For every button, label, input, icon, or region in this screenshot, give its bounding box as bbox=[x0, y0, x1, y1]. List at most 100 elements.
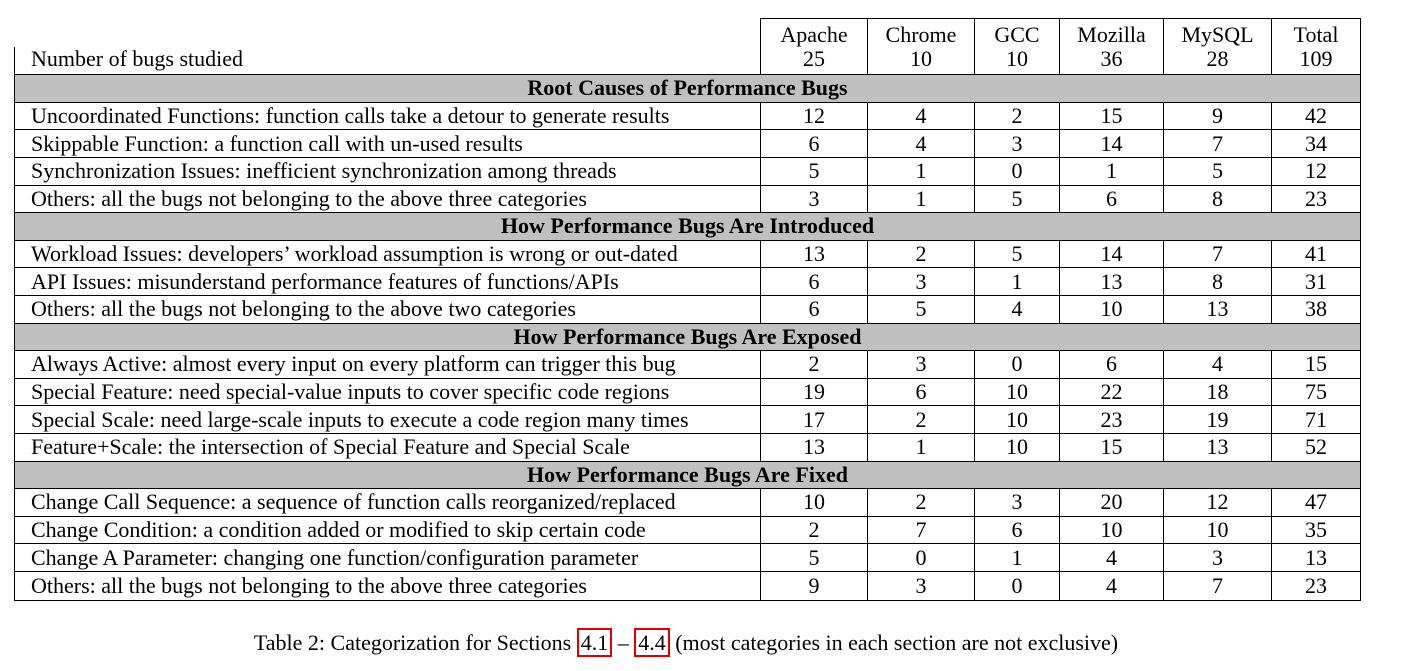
row-label: Change A Parameter: changing one functio… bbox=[14, 543, 761, 572]
header-row: Apache Chrome GCC Mozilla MySQL Total bbox=[14, 17, 1361, 47]
row-value: 9 bbox=[760, 570, 868, 601]
row-value: 22 bbox=[1059, 377, 1164, 407]
row-value: 15 bbox=[1059, 101, 1164, 131]
table-row: Others: all the bugs not belonging to th… bbox=[14, 570, 1361, 601]
row-value: 2 bbox=[760, 515, 868, 545]
row-value: 10 bbox=[1059, 294, 1164, 324]
row-value: 5 bbox=[974, 184, 1060, 214]
section-link-start[interactable]: 4.1 bbox=[576, 628, 613, 657]
row-value: 19 bbox=[1163, 405, 1272, 434]
row-value: 2 bbox=[867, 239, 975, 269]
row-value: 2 bbox=[760, 350, 868, 379]
row-value: 1 bbox=[1059, 156, 1164, 186]
caption-suffix: (most categories in each section are not… bbox=[669, 630, 1119, 655]
row-value: 71 bbox=[1271, 405, 1361, 434]
row-value: 6 bbox=[760, 129, 868, 158]
row-label: Uncoordinated Functions: function calls … bbox=[14, 101, 761, 131]
row-label: API Issues: misunderstand performance fe… bbox=[14, 267, 761, 296]
row-value: 41 bbox=[1271, 239, 1361, 269]
row-value: 13 bbox=[1163, 432, 1272, 462]
row-label: Others: all the bugs not belonging to th… bbox=[14, 184, 761, 214]
bug-count-value: 36 bbox=[1059, 46, 1164, 76]
bug-count-value: 25 bbox=[760, 46, 868, 76]
row-value: 1 bbox=[974, 543, 1060, 572]
row-value: 6 bbox=[760, 294, 868, 324]
row-value: 19 bbox=[760, 377, 868, 407]
caption-dash: – bbox=[612, 630, 635, 655]
row-value: 4 bbox=[867, 129, 975, 158]
row-value: 6 bbox=[974, 515, 1060, 545]
section-link-end[interactable]: 4.4 bbox=[634, 628, 670, 657]
row-label: Workload Issues: developers’ workload as… bbox=[14, 239, 761, 269]
row-value: 5 bbox=[1163, 156, 1272, 186]
row-value: 2 bbox=[867, 405, 975, 434]
table-row: Change Condition: a condition added or m… bbox=[14, 515, 1361, 545]
section-title: How Performance Bugs Are Fixed bbox=[14, 460, 1361, 490]
table-caption: Table 2: Categorization for Sections 4.1… bbox=[0, 628, 1372, 657]
row-value: 31 bbox=[1271, 267, 1361, 296]
table-row: Others: all the bugs not belonging to th… bbox=[14, 184, 1361, 214]
row-value: 6 bbox=[760, 267, 868, 296]
row-value: 13 bbox=[1271, 543, 1361, 572]
table-row: Special Scale: need large-scale inputs t… bbox=[14, 405, 1361, 434]
row-value: 0 bbox=[974, 570, 1060, 601]
row-value: 6 bbox=[1059, 184, 1164, 214]
row-value: 2 bbox=[974, 101, 1060, 131]
row-value: 8 bbox=[1163, 184, 1272, 214]
column-header: GCC bbox=[974, 17, 1060, 47]
row-value: 10 bbox=[974, 405, 1060, 434]
row-value: 4 bbox=[1163, 350, 1272, 379]
row-value: 0 bbox=[974, 156, 1060, 186]
row-value: 13 bbox=[1163, 294, 1272, 324]
row-value: 7 bbox=[867, 515, 975, 545]
row-value: 3 bbox=[867, 267, 975, 296]
table-row: Synchronization Issues: inefficient sync… bbox=[14, 156, 1361, 186]
row-value: 15 bbox=[1271, 350, 1361, 379]
row-value: 14 bbox=[1059, 239, 1164, 269]
row-value: 3 bbox=[760, 184, 868, 214]
caption-prefix: Table 2: Categorization for Sections bbox=[253, 630, 577, 655]
row-value: 8 bbox=[1163, 267, 1272, 296]
bug-count-row: Number of bugs studied 25 10 10 36 28 109 bbox=[14, 46, 1361, 76]
column-header: MySQL bbox=[1163, 17, 1272, 47]
row-value: 3 bbox=[867, 350, 975, 379]
row-value: 17 bbox=[760, 405, 868, 434]
row-value: 23 bbox=[1059, 405, 1164, 434]
row-value: 20 bbox=[1059, 488, 1164, 517]
row-label: Others: all the bugs not belonging to th… bbox=[14, 294, 761, 324]
section-header-row: How Performance Bugs Are Fixed bbox=[14, 460, 1361, 490]
row-value: 10 bbox=[1059, 515, 1164, 545]
header-blank-cell bbox=[14, 18, 761, 47]
row-value: 0 bbox=[974, 350, 1060, 379]
row-value: 12 bbox=[1163, 488, 1272, 517]
row-value: 14 bbox=[1059, 129, 1164, 158]
row-value: 35 bbox=[1271, 515, 1361, 545]
table-row: Always Active: almost every input on eve… bbox=[14, 350, 1361, 379]
table-row: Change A Parameter: changing one functio… bbox=[14, 543, 1361, 572]
bug-count-value: 28 bbox=[1163, 46, 1272, 76]
row-value: 13 bbox=[760, 239, 868, 269]
column-header: Mozilla bbox=[1059, 17, 1164, 47]
row-value: 7 bbox=[1163, 570, 1272, 601]
column-header: Chrome bbox=[867, 17, 975, 47]
row-label: Skippable Function: a function call with… bbox=[14, 129, 761, 158]
row-value: 7 bbox=[1163, 239, 1272, 269]
table-row: Skippable Function: a function call with… bbox=[14, 129, 1361, 158]
bug-count-value: 10 bbox=[974, 46, 1060, 76]
row-value: 3 bbox=[1163, 543, 1272, 572]
section-header-row: How Performance Bugs Are Exposed bbox=[14, 322, 1361, 352]
row-value: 47 bbox=[1271, 488, 1361, 517]
table-row: Change Call Sequence: a sequence of func… bbox=[14, 488, 1361, 517]
row-value: 0 bbox=[867, 543, 975, 572]
column-header: Apache bbox=[760, 17, 868, 47]
row-value: 4 bbox=[974, 294, 1060, 324]
row-value: 12 bbox=[1271, 156, 1361, 186]
bug-count-value: 109 bbox=[1271, 46, 1361, 76]
row-value: 18 bbox=[1163, 377, 1272, 407]
row-value: 10 bbox=[1163, 515, 1272, 545]
row-value: 6 bbox=[867, 377, 975, 407]
row-value: 10 bbox=[974, 432, 1060, 462]
row-value: 13 bbox=[1059, 267, 1164, 296]
row-value: 3 bbox=[974, 129, 1060, 158]
row-value: 5 bbox=[760, 543, 868, 572]
